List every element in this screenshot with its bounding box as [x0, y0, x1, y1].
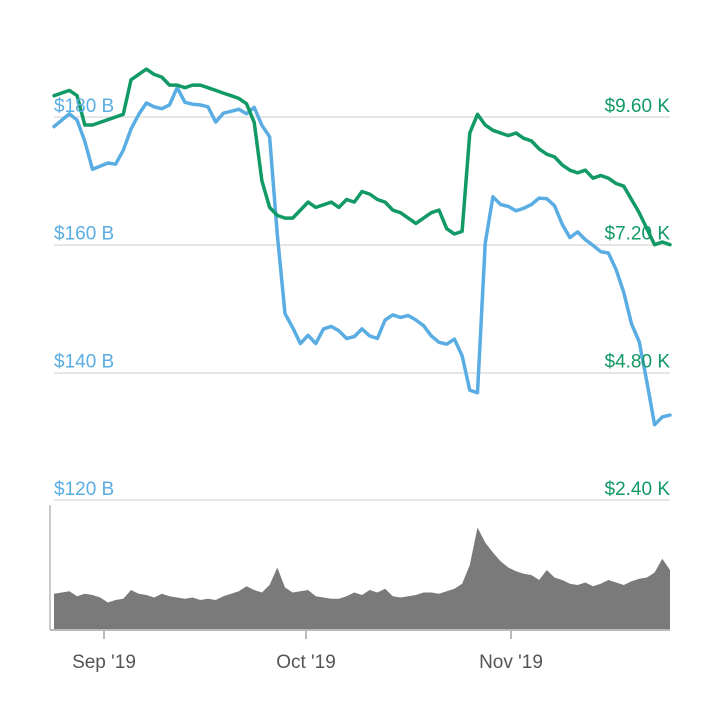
right-axis-tick-label: $9.60 K — [605, 96, 671, 117]
axis-labels: $120 B $140 B $160 B $180 B $2.40 K $4.80 K $7… — [54, 96, 670, 673]
x-axis-tick-label: Nov '19 — [479, 652, 543, 673]
right-axis-tick-label: $2.40 K — [605, 479, 671, 500]
x-axis-tick-label: Oct '19 — [276, 652, 336, 673]
grid-lines — [54, 116, 670, 501]
volume-chart — [54, 527, 670, 630]
left-axis-tick-label: $180 B — [54, 96, 114, 117]
market-cap-line — [52, 85, 672, 427]
right-axis-tick-label: $4.80 K — [605, 351, 671, 372]
axes — [49, 505, 670, 639]
right-axis-tick-label: $7.20 K — [605, 224, 671, 245]
left-axis-tick-label: $140 B — [54, 351, 114, 372]
left-axis-tick-label: $160 B — [54, 224, 114, 245]
price-line — [52, 67, 672, 247]
x-axis-tick-label: Sep '19 — [72, 652, 136, 673]
price-series — [52, 67, 672, 247]
left-axis-tick-label: $120 B — [54, 479, 114, 500]
volume-area — [54, 527, 670, 630]
market-cap-series — [52, 85, 672, 427]
